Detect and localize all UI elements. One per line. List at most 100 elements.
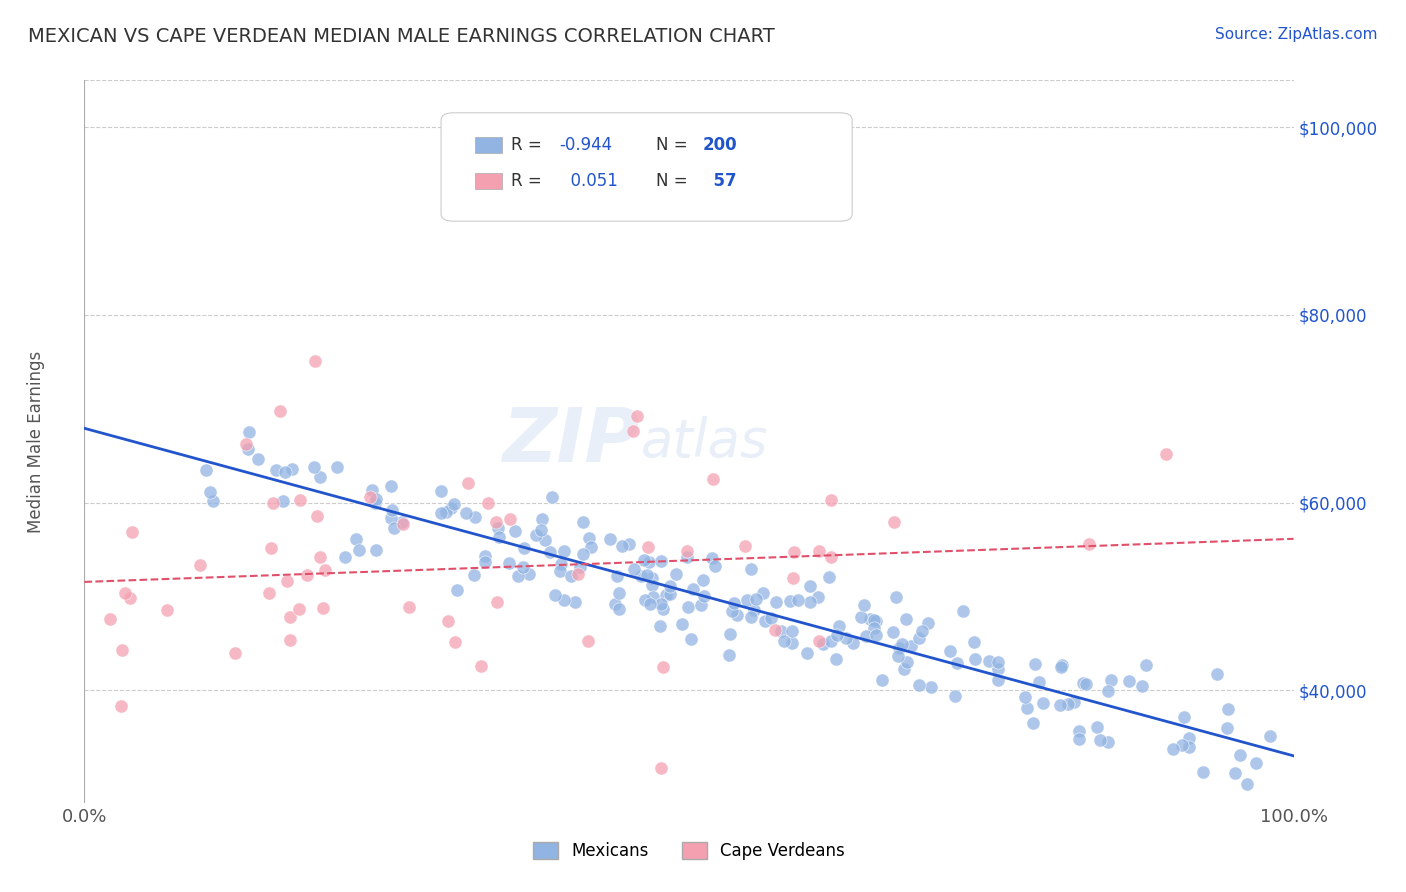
Point (156, 602, 179, 616)
Point (692, 573, 714, 587)
Point (607, 601, 630, 615)
Point (963, 635, 986, 649)
Point (820, 634, 842, 648)
Point (485, 515, 508, 529)
Point (939, 643, 962, 657)
Point (314, 562, 336, 576)
Point (1173, 709, 1195, 723)
Point (1067, 731, 1090, 746)
Point (571, 880, 593, 892)
Point (943, 689, 966, 703)
Point (238, 425, 260, 440)
Point (524, 528, 547, 542)
Point (655, 588, 678, 602)
Point (828, 619, 851, 633)
Point (882, 625, 904, 640)
Point (827, 628, 849, 642)
Point (718, 648, 741, 663)
Point (499, 512, 522, 526)
Point (637, 540, 659, 554)
Point (271, 494, 294, 508)
Point (893, 662, 915, 676)
FancyBboxPatch shape (475, 173, 502, 189)
Point (963, 652, 986, 666)
Point (363, 496, 385, 510)
Point (742, 603, 765, 617)
Point (548, 565, 571, 579)
Point (1028, 675, 1050, 690)
Point (260, 541, 283, 555)
Point (599, 532, 621, 546)
Point (456, 506, 478, 520)
Point (818, 570, 841, 584)
Point (1154, 447, 1177, 461)
Point (359, 490, 381, 504)
Point (436, 614, 458, 628)
Point (224, 646, 246, 660)
Point (304, 354, 326, 368)
Text: Source: ZipAtlas.com: Source: ZipAtlas.com (1215, 27, 1378, 42)
Point (633, 553, 655, 567)
Point (1218, 701, 1240, 715)
Point (700, 550, 723, 565)
Point (344, 532, 367, 546)
Point (1097, 684, 1119, 698)
Text: atlas: atlas (641, 416, 768, 467)
Point (264, 463, 287, 477)
Point (98, 611, 121, 625)
Point (725, 608, 748, 623)
Point (114, 585, 136, 599)
Point (723, 596, 745, 610)
Point (638, 555, 661, 569)
Point (118, 591, 141, 606)
Point (865, 614, 887, 628)
Point (808, 543, 831, 558)
Point (513, 541, 536, 555)
Point (630, 569, 652, 583)
Point (638, 597, 661, 611)
Text: MEXICAN VS CAPE VERDEAN MEDIAN MALE EARNINGS CORRELATION CHART: MEXICAN VS CAPE VERDEAN MEDIAN MALE EARN… (28, 27, 775, 45)
Point (278, 633, 301, 648)
Point (297, 567, 319, 582)
Point (759, 611, 782, 625)
Text: 200: 200 (702, 136, 737, 154)
Point (813, 637, 835, 651)
FancyBboxPatch shape (475, 137, 502, 153)
Point (262, 496, 284, 510)
Point (689, 598, 711, 612)
Point (987, 662, 1010, 676)
Point (553, 544, 575, 558)
Point (1021, 716, 1043, 731)
Point (1085, 720, 1108, 734)
Text: Median Male Earnings: Median Male Earnings (27, 351, 45, 533)
Point (474, 549, 496, 563)
FancyBboxPatch shape (441, 112, 852, 221)
Point (1071, 675, 1094, 690)
Point (987, 655, 1010, 669)
Point (382, 521, 405, 535)
Point (603, 597, 626, 611)
Point (650, 554, 672, 568)
Point (257, 585, 280, 599)
Point (1074, 677, 1097, 691)
Point (530, 523, 553, 537)
Point (606, 568, 628, 582)
Point (309, 549, 332, 564)
Point (1063, 695, 1085, 709)
Point (430, 506, 453, 520)
Point (782, 571, 804, 585)
Point (198, 484, 221, 499)
Point (188, 558, 211, 573)
Point (745, 591, 768, 606)
Point (398, 600, 420, 615)
Point (560, 569, 582, 583)
Point (195, 463, 218, 477)
Point (564, 594, 586, 608)
Point (658, 587, 681, 601)
Point (512, 560, 534, 574)
Point (1229, 748, 1251, 763)
Point (326, 460, 349, 475)
Point (894, 612, 917, 626)
Point (578, 531, 600, 545)
Point (1049, 698, 1071, 712)
